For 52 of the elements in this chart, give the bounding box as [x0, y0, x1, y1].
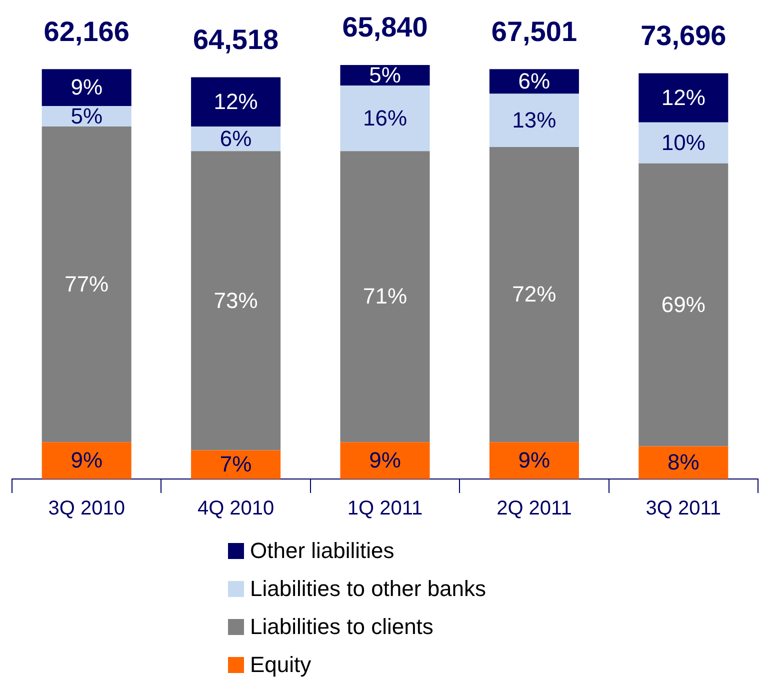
- bar: [489, 146, 579, 442]
- legend-label: Liabilities to other banks: [250, 576, 486, 602]
- data-label: 7%: [220, 452, 252, 477]
- data-label: 13%: [512, 107, 556, 132]
- bar: [638, 446, 728, 479]
- data-label: 9%: [369, 448, 401, 473]
- data-label: 5%: [70, 103, 102, 128]
- data-label: 77%: [64, 271, 109, 296]
- bar: [191, 151, 281, 450]
- bar: [489, 69, 579, 94]
- bar: [191, 450, 281, 479]
- bar: [638, 122, 728, 164]
- data-label: 6%: [518, 68, 550, 94]
- bar: [191, 77, 281, 126]
- x-tick-label: 3Q 2010: [48, 498, 125, 520]
- annotation: 67,501: [491, 16, 578, 47]
- bar: [340, 151, 430, 442]
- bar: [42, 69, 132, 106]
- data-label: 5%: [369, 62, 401, 88]
- bar: [638, 163, 728, 446]
- legend-label: Liabilities to clients: [250, 614, 434, 640]
- legend-label: Other liabilities: [250, 538, 394, 564]
- bar: [489, 442, 579, 479]
- data-label: 71%: [362, 284, 408, 309]
- x-tick-label: 1Q 2011: [347, 498, 423, 520]
- data-label: 6%: [220, 126, 252, 151]
- annotation: 62,166: [44, 16, 130, 47]
- x-tick-label: 2Q 2011: [496, 498, 572, 520]
- data-label: 9%: [70, 448, 102, 473]
- data-label: 72%: [512, 282, 556, 307]
- legend-label: Equity: [250, 652, 312, 678]
- annotation: 64,518: [192, 24, 279, 56]
- data-label: 9%: [70, 74, 102, 100]
- data-label: 16%: [362, 105, 408, 130]
- data-label: 12%: [214, 88, 258, 114]
- bar: [42, 442, 132, 479]
- bar: [340, 85, 430, 152]
- data-label: 73%: [214, 288, 258, 313]
- x-tick-label: 4Q 2010: [197, 498, 274, 520]
- bar: [42, 126, 132, 442]
- data-label: 10%: [661, 130, 706, 155]
- bar: [638, 73, 728, 122]
- x-tick-label: 3Q 2011: [646, 498, 722, 520]
- data-label: 8%: [668, 450, 700, 475]
- data-label: 12%: [661, 84, 706, 110]
- bar: [191, 126, 281, 152]
- data-label: 9%: [518, 448, 550, 473]
- annotation: 65,840: [342, 12, 428, 43]
- bar: [340, 442, 430, 479]
- data-label: 69%: [661, 292, 706, 317]
- annotation: 73,696: [640, 20, 726, 51]
- bar: [489, 94, 579, 147]
